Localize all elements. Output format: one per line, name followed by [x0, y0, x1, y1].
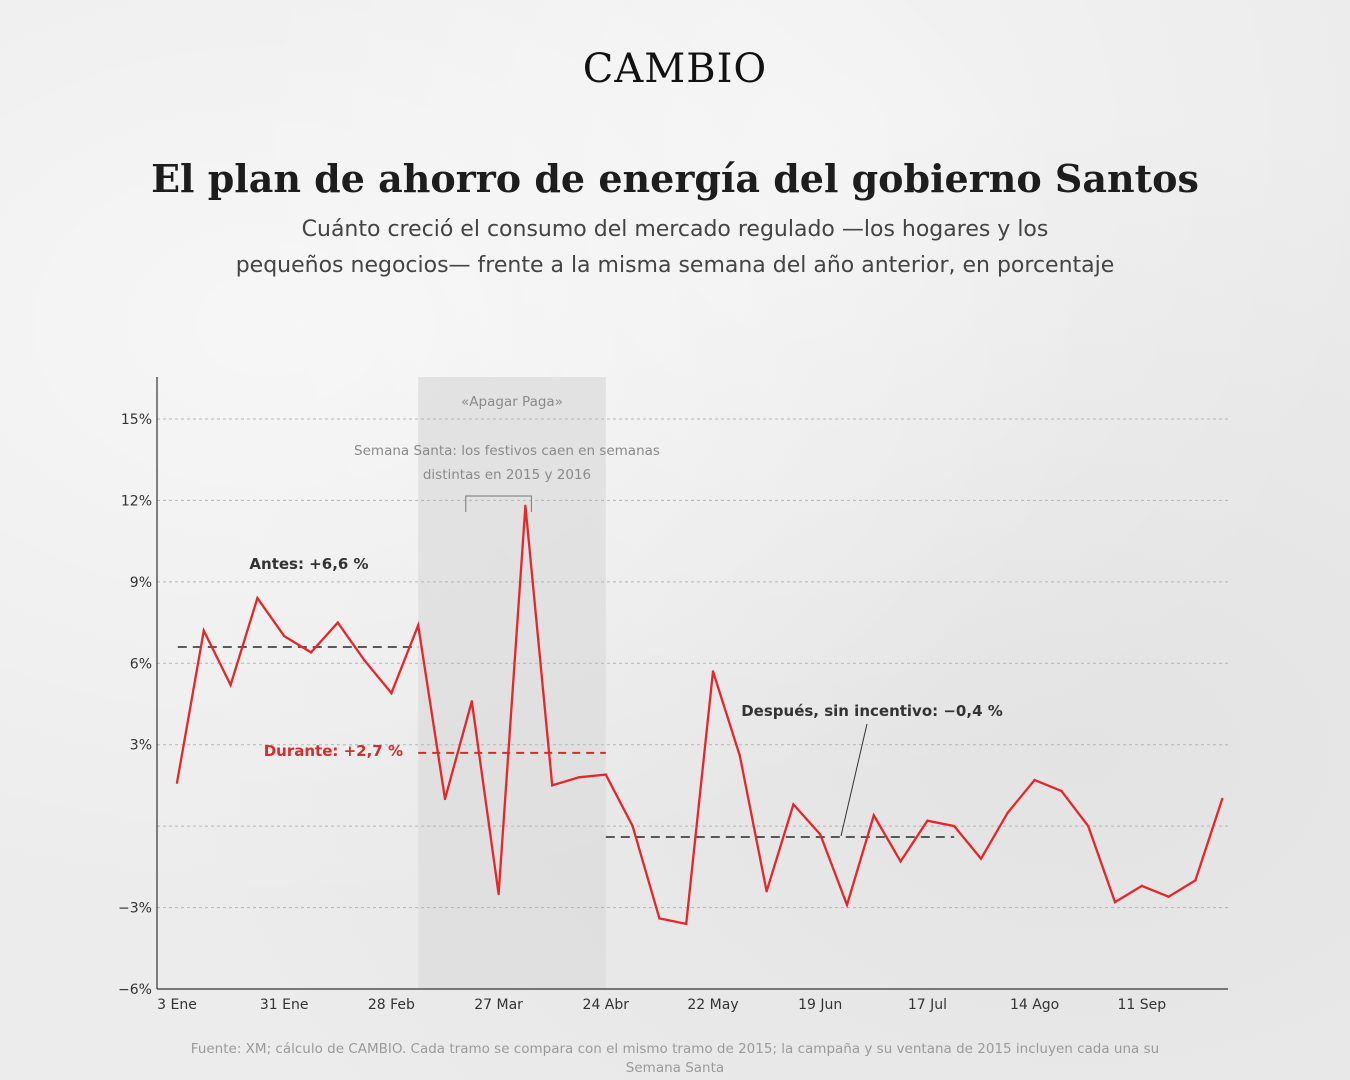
x-tick-label: 24 Abr — [583, 997, 630, 1013]
data-point — [631, 824, 634, 828]
data-point — [524, 504, 527, 508]
data-point — [1060, 789, 1063, 793]
x-tick-label: 19 Jun — [798, 997, 842, 1013]
data-point — [470, 700, 473, 703]
grid-layer — [157, 418, 1228, 909]
data-point — [899, 860, 902, 863]
data-point — [1167, 895, 1170, 898]
data-point — [658, 917, 661, 920]
data-point — [1006, 811, 1009, 814]
data-point — [765, 890, 768, 893]
data-point — [979, 857, 983, 860]
label-despues: Después, sin incentivo: −0,4 % — [741, 702, 1003, 720]
data-point — [926, 819, 929, 822]
label-antes: Antes: +6,6 % — [249, 555, 368, 573]
y-tick-label: 12% — [121, 493, 152, 509]
x-tick-label: 17 Jul — [908, 997, 947, 1013]
data-point — [872, 814, 875, 817]
data-point — [551, 784, 554, 787]
campaign-band-label: «Apagar Paga» — [461, 394, 563, 410]
campaign-band — [418, 377, 606, 989]
data-point — [711, 670, 715, 673]
axis-layer: −6% −3% 3% 6% 9% 12% 15% 3 Ene 31 Ene 28 Feb 27 Ma… — [118, 377, 1228, 1013]
data-point — [845, 903, 849, 907]
data-point — [497, 892, 500, 896]
data-point — [256, 596, 259, 600]
y-tick-label: 6% — [130, 656, 152, 672]
series-layer — [175, 504, 1224, 926]
data-point — [738, 754, 741, 757]
series-line — [175, 505, 1224, 926]
semana-santa-note-line1: Semana Santa: los festivos caen en seman… — [354, 443, 660, 459]
data-point — [309, 651, 313, 654]
period-reference-layer — [177, 646, 955, 838]
y-tick-label: 15% — [121, 412, 152, 428]
data-point — [604, 773, 607, 776]
x-tick-label: 27 Mar — [474, 997, 523, 1013]
semana-santa-bracket — [465, 495, 532, 512]
brand-logo: CAMBIO — [582, 46, 768, 92]
x-tick-label: 28 Feb — [368, 997, 415, 1013]
data-point — [390, 691, 393, 695]
subtitle-line-1: Cuánto creció el consumo del mercado reg… — [301, 217, 1049, 242]
data-point — [1087, 824, 1090, 828]
x-tick-label: 31 Ene — [260, 997, 309, 1013]
y-tick-label: 3% — [130, 738, 152, 754]
data-point — [953, 824, 956, 828]
label-durante: Durante: +2,7 % — [264, 742, 403, 760]
x-tick-label: 3 Ene — [157, 997, 197, 1013]
x-tick-label: 14 Ago — [1010, 997, 1059, 1013]
subtitle-line-2: pequeños negocios— frente a la misma sem… — [235, 253, 1115, 278]
data-point — [283, 634, 286, 638]
data-point — [336, 621, 339, 624]
y-tick-label: 9% — [130, 575, 152, 591]
campaign-band-layer: «Apagar Paga» — [418, 377, 606, 989]
data-point — [1140, 884, 1144, 888]
data-point — [685, 922, 688, 926]
data-point — [1113, 900, 1117, 904]
data-point — [175, 781, 179, 784]
data-point — [792, 803, 795, 806]
data-point — [1194, 879, 1197, 882]
semana-santa-note-line2: distintas en 2015 y 2016 — [423, 467, 591, 483]
chart-subtitle: Cuánto creció el consumo del mercado reg… — [175, 212, 1175, 284]
data-point — [1033, 778, 1036, 782]
y-tick-label: −6% — [118, 982, 152, 998]
source-note: Fuente: XM; cálculo de CAMBIO. Cada tram… — [190, 1041, 1160, 1076]
annotation-layer: Antes: +6,6 % Durante: +2,7 % Después, sin… — [249, 443, 1003, 837]
data-point — [363, 659, 366, 662]
data-point — [417, 624, 420, 627]
data-point — [577, 776, 581, 779]
x-tick-label: 11 Sep — [1117, 997, 1166, 1013]
data-point — [819, 833, 822, 836]
x-tick-label: 22 May — [687, 997, 738, 1013]
data-point — [229, 683, 232, 687]
data-point — [202, 629, 205, 632]
data-point — [1221, 797, 1224, 801]
chart-title: El plan de ahorro de energía del gobiern… — [151, 156, 1199, 201]
data-point — [443, 797, 447, 801]
label-despues-leader — [840, 723, 868, 837]
y-tick-label: −3% — [118, 901, 152, 917]
